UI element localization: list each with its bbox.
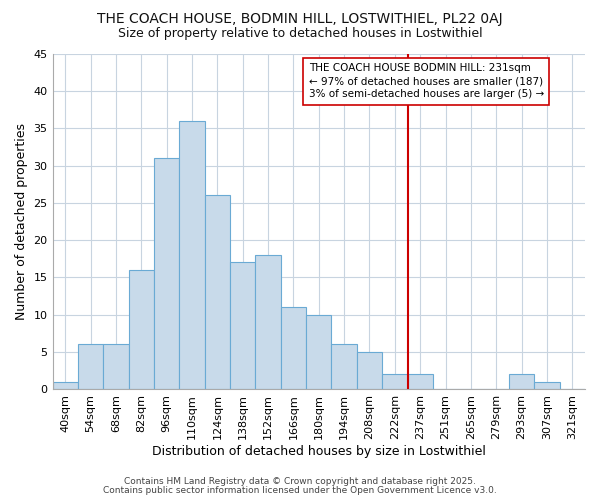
Bar — [154, 158, 179, 389]
Bar — [103, 344, 128, 389]
Bar — [53, 382, 78, 389]
Text: Contains public sector information licensed under the Open Government Licence v3: Contains public sector information licen… — [103, 486, 497, 495]
Bar — [128, 270, 154, 389]
Bar — [534, 382, 560, 389]
Bar — [78, 344, 103, 389]
Bar — [382, 374, 407, 389]
Y-axis label: Number of detached properties: Number of detached properties — [15, 123, 28, 320]
Bar — [256, 255, 281, 389]
Bar — [205, 196, 230, 389]
Bar — [179, 121, 205, 389]
Bar — [509, 374, 534, 389]
Text: Size of property relative to detached houses in Lostwithiel: Size of property relative to detached ho… — [118, 28, 482, 40]
Text: THE COACH HOUSE BODMIN HILL: 231sqm
← 97% of detached houses are smaller (187)
3: THE COACH HOUSE BODMIN HILL: 231sqm ← 97… — [308, 63, 544, 100]
Bar — [407, 374, 433, 389]
Bar — [230, 262, 256, 389]
Bar — [281, 307, 306, 389]
Text: Contains HM Land Registry data © Crown copyright and database right 2025.: Contains HM Land Registry data © Crown c… — [124, 477, 476, 486]
Bar — [357, 352, 382, 389]
X-axis label: Distribution of detached houses by size in Lostwithiel: Distribution of detached houses by size … — [152, 444, 486, 458]
Bar — [306, 314, 331, 389]
Text: THE COACH HOUSE, BODMIN HILL, LOSTWITHIEL, PL22 0AJ: THE COACH HOUSE, BODMIN HILL, LOSTWITHIE… — [97, 12, 503, 26]
Bar — [331, 344, 357, 389]
